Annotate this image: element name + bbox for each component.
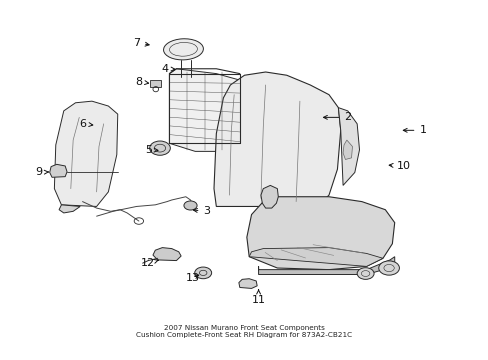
Polygon shape — [338, 108, 359, 185]
Ellipse shape — [163, 39, 203, 60]
Polygon shape — [59, 205, 80, 213]
Polygon shape — [214, 72, 340, 207]
Circle shape — [356, 268, 373, 279]
Text: 7: 7 — [133, 38, 149, 48]
Polygon shape — [169, 69, 239, 151]
Text: 13: 13 — [185, 273, 200, 283]
Text: 8: 8 — [135, 77, 148, 87]
Text: 12: 12 — [141, 258, 158, 268]
Circle shape — [194, 267, 211, 279]
Text: 9: 9 — [35, 167, 48, 177]
FancyBboxPatch shape — [150, 80, 161, 87]
Circle shape — [378, 261, 399, 275]
Polygon shape — [246, 197, 394, 270]
Text: 4: 4 — [161, 64, 175, 74]
Text: 2007 Nissan Murano Front Seat Components
Cushion Complete-Front Seat RH Diagram : 2007 Nissan Murano Front Seat Components… — [136, 325, 352, 338]
Text: 6: 6 — [79, 119, 93, 129]
Text: 10: 10 — [388, 161, 410, 171]
Polygon shape — [258, 257, 394, 275]
Circle shape — [149, 141, 170, 155]
Polygon shape — [238, 279, 257, 288]
Text: 3: 3 — [193, 206, 210, 216]
Text: 2: 2 — [323, 112, 350, 122]
Text: 11: 11 — [251, 290, 265, 305]
Polygon shape — [54, 101, 118, 207]
Polygon shape — [50, 164, 67, 177]
Polygon shape — [153, 248, 181, 261]
Text: 5: 5 — [144, 145, 158, 155]
Text: 1: 1 — [403, 125, 426, 135]
Polygon shape — [343, 140, 352, 159]
Circle shape — [183, 201, 197, 210]
Polygon shape — [261, 185, 278, 208]
Polygon shape — [249, 248, 382, 266]
